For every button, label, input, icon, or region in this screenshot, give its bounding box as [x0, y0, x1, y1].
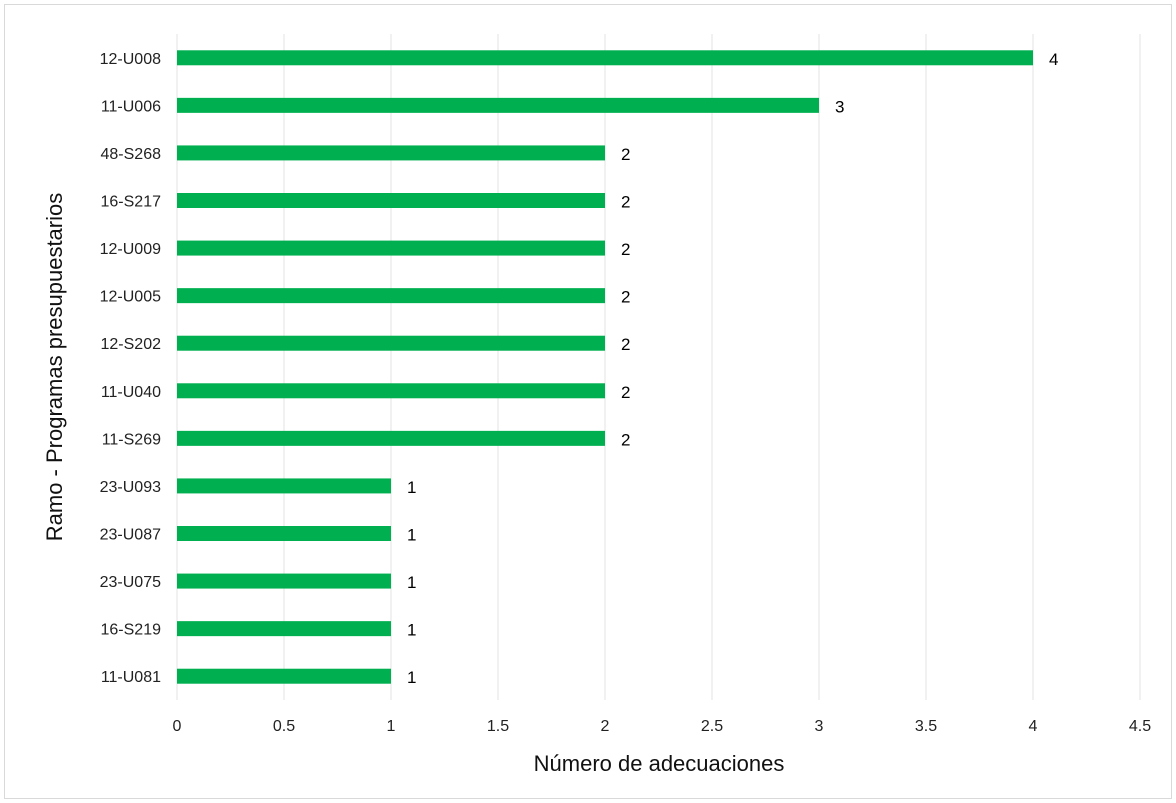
category-label: 23-U093 — [100, 479, 161, 496]
category-label: 12-S202 — [101, 336, 162, 353]
data-label: 2 — [621, 288, 630, 307]
data-labels: 4 3 2 2 2 2 2 2 2 1 1 1 1 1 — [407, 50, 1058, 687]
data-label: 1 — [407, 668, 416, 687]
data-label: 2 — [621, 145, 630, 164]
data-label: 2 — [621, 383, 630, 402]
data-label: 2 — [621, 193, 630, 212]
category-label: 12-U005 — [100, 289, 161, 306]
chart-frame — [4, 4, 1172, 799]
bars — [177, 50, 1033, 684]
bar — [177, 383, 605, 399]
x-tick-label: 2.5 — [701, 718, 723, 735]
x-tick-label: 0 — [173, 718, 182, 735]
data-label: 1 — [407, 526, 416, 545]
category-label: 11-S269 — [102, 431, 161, 448]
bar — [177, 335, 605, 351]
data-label: 3 — [835, 97, 844, 116]
category-label: 11-U006 — [101, 98, 161, 115]
bar — [177, 97, 819, 113]
category-label: 11-U081 — [101, 669, 161, 686]
x-tick-labels: 0 0.5 1 1.5 2 2.5 3 3.5 4 4.5 — [173, 718, 1152, 735]
data-label: 2 — [621, 335, 630, 354]
y-axis-title: Ramo - Programas presupuestarios — [42, 193, 67, 541]
data-label: 2 — [621, 430, 630, 449]
data-label: 1 — [407, 621, 416, 640]
data-label: 4 — [1049, 50, 1058, 69]
bar — [177, 526, 391, 541]
x-tick-label: 3 — [815, 718, 824, 735]
category-labels: 12-U008 11-U006 48-S268 16-S217 12-U009 12-U0… — [100, 51, 161, 686]
bar — [177, 478, 391, 494]
category-label: 16-S217 — [101, 194, 162, 211]
x-tick-label: 4.5 — [1129, 718, 1151, 735]
x-tick-label: 4 — [1029, 718, 1038, 735]
x-tick-label: 2 — [601, 718, 610, 735]
bar — [177, 240, 605, 256]
data-label: 1 — [407, 573, 416, 592]
bar — [177, 50, 1033, 66]
category-label: 12-U009 — [100, 241, 161, 258]
category-label: 11-U040 — [101, 384, 161, 401]
bar — [177, 573, 391, 589]
bar — [177, 193, 605, 208]
bar — [177, 145, 605, 161]
bar — [177, 668, 391, 684]
data-label: 2 — [621, 240, 630, 259]
category-label: 16-S219 — [101, 622, 162, 639]
bar — [177, 430, 605, 446]
x-axis-title: Número de adecuaciones — [534, 751, 785, 776]
gridlines — [176, 34, 1141, 700]
bar — [177, 621, 391, 637]
bar — [177, 288, 605, 304]
category-label: 12-U008 — [100, 51, 161, 68]
x-tick-label: 1.5 — [487, 718, 509, 735]
category-label: 23-U075 — [100, 574, 161, 591]
data-label: 1 — [407, 478, 416, 497]
category-label: 23-U087 — [100, 527, 161, 544]
x-tick-label: 0.5 — [273, 718, 295, 735]
category-label: 48-S268 — [101, 146, 162, 163]
x-tick-label: 1 — [387, 718, 396, 735]
x-tick-label: 3.5 — [915, 718, 937, 735]
